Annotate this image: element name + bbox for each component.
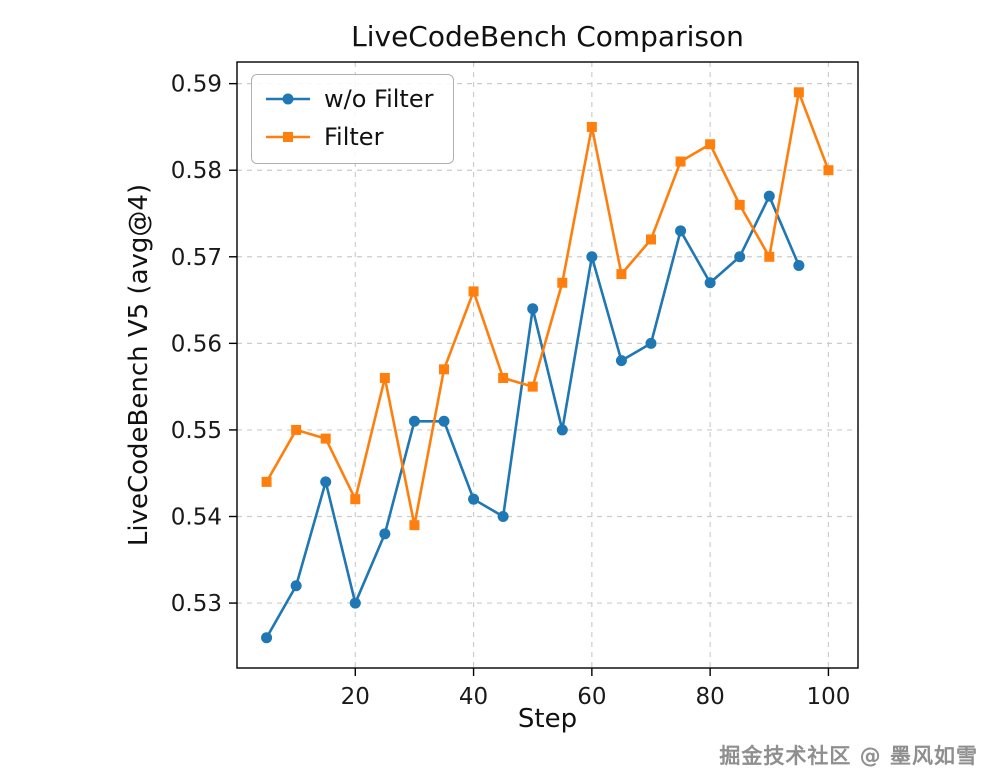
legend-line-square-icon	[266, 132, 310, 142]
y-tick-label: 0.56	[171, 331, 222, 357]
y-tick-label: 0.54	[171, 505, 222, 531]
data-point-square	[793, 87, 804, 98]
data-point-circle	[320, 476, 332, 488]
data-point-square	[379, 372, 390, 383]
data-point-square	[320, 433, 331, 444]
y-tick-label: 0.55	[171, 418, 222, 444]
y-tick-label: 0.53	[171, 591, 222, 617]
data-point-circle	[556, 424, 568, 436]
data-point-square	[616, 269, 627, 280]
legend: w/o Filter Filter	[251, 74, 455, 164]
x-axis-label: Step	[517, 704, 578, 734]
x-tick-label: 100	[806, 684, 850, 710]
data-point-square	[675, 156, 686, 167]
legend-entry-filter: Filter	[264, 123, 433, 151]
data-point-square	[409, 520, 420, 531]
data-point-circle	[615, 355, 627, 367]
data-point-square	[498, 372, 509, 383]
axes-frame	[236, 61, 859, 669]
data-point-square	[261, 476, 272, 487]
y-tick-label: 0.58	[171, 158, 222, 184]
data-point-square	[291, 424, 302, 435]
data-point-square	[764, 251, 775, 262]
legend-label-filter: Filter	[324, 123, 384, 151]
x-tick-label: 20	[341, 684, 370, 710]
chart-title: LiveCodeBench Comparison	[351, 20, 744, 53]
y-tick-label: 0.59	[171, 72, 222, 98]
data-point-square	[646, 234, 656, 245]
data-point-square	[705, 139, 716, 150]
watermark-text: 掘金技术社区 @ 墨风如雪	[719, 744, 978, 768]
data-point-circle	[793, 259, 805, 271]
data-point-square	[557, 277, 568, 288]
data-point-square	[350, 494, 361, 505]
data-point-circle	[379, 528, 391, 540]
data-point-circle	[261, 632, 273, 644]
series-line-1	[265, 91, 830, 527]
data-point-circle	[468, 493, 480, 505]
data-point-circle	[438, 415, 450, 427]
x-tick-label: 80	[696, 684, 725, 710]
data-point-circle	[349, 597, 361, 609]
legend-label-wo-filter: w/o Filter	[324, 85, 434, 113]
x-tick-label: 40	[459, 684, 488, 710]
legend-line-circle-icon	[266, 93, 310, 105]
data-point-circle	[763, 190, 775, 202]
data-point-square	[439, 364, 449, 375]
data-point-circle	[527, 303, 539, 315]
data-point-square	[468, 286, 479, 297]
data-point-circle	[586, 251, 598, 263]
data-point-circle	[704, 277, 716, 289]
data-point-square	[734, 199, 745, 210]
data-point-circle	[734, 251, 746, 263]
data-point-circle	[290, 580, 302, 592]
data-point-circle	[675, 225, 687, 237]
data-point-circle	[497, 511, 509, 522]
x-tick-label: 60	[577, 684, 606, 710]
data-point-square	[527, 381, 538, 392]
y-tick-label: 0.57	[171, 245, 222, 271]
data-point-circle	[645, 337, 657, 349]
legend-entry-wo-filter: w/o Filter	[264, 85, 433, 113]
data-point-circle	[408, 415, 420, 427]
data-point-square	[823, 165, 834, 176]
data-point-square	[586, 121, 597, 132]
series-line-0	[265, 194, 801, 640]
